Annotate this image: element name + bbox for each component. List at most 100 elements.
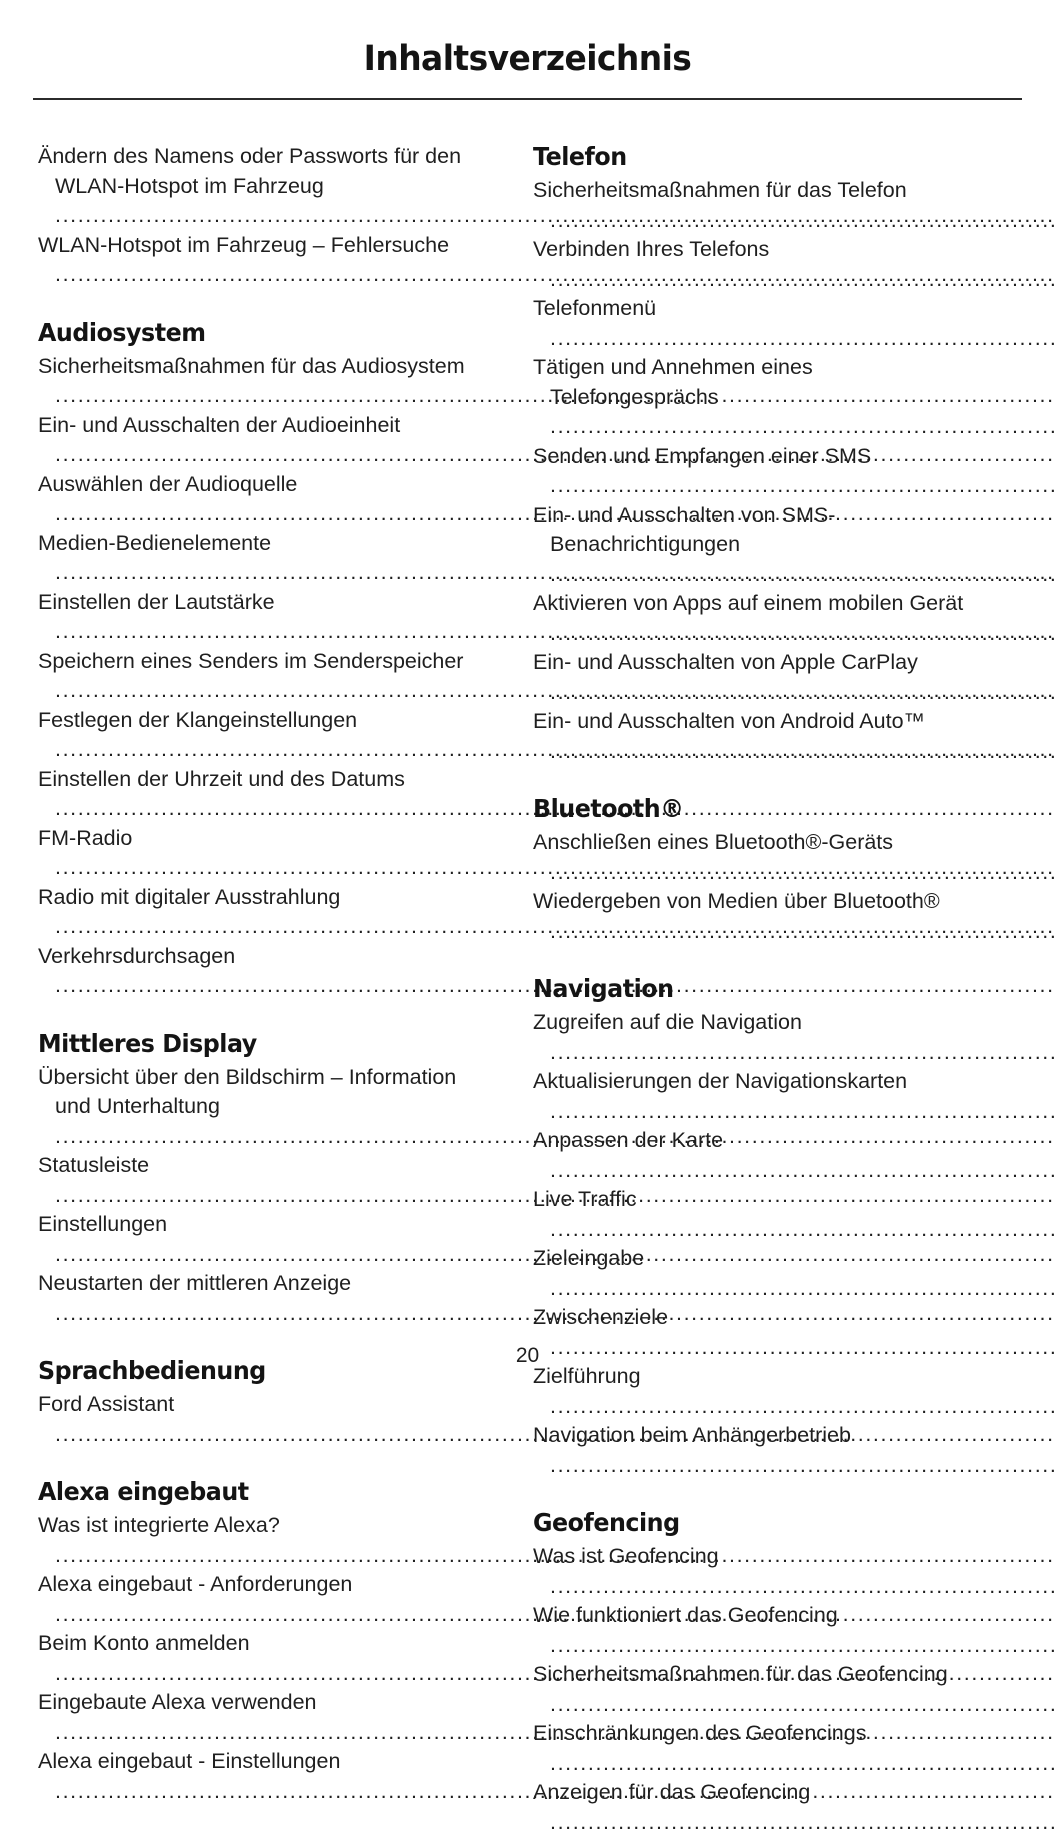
dot-leader: ........................................… [550,266,1055,291]
toc-entry[interactable]: Anpassen der Karte .....................… [533,1126,1055,1185]
toc-entry-title: Anzeigen für das Geofencing [533,1780,811,1804]
toc-entry[interactable]: Aktivieren von Apps auf einem mobilen Ge… [533,589,1055,648]
toc-entry-title: Tätigen und Annehmen eines Telefongesprä… [533,355,813,409]
section-heading: Audiosystem [38,317,206,347]
toc-entry[interactable]: Sicherheitsmaßnahmen für das Geofencing … [533,1660,1055,1719]
toc-entry[interactable]: Radio mit digitaler Ausstrahlung .......… [38,883,1055,942]
dot-leader: ........................................… [55,796,1055,820]
toc-entry[interactable]: Speichern eines Senders im Senderspeiche… [38,647,1055,706]
dot-leader: ........................................… [550,414,1055,438]
toc-entry[interactable]: Verbinden Ihres Telefons ...............… [533,235,1055,294]
dot-leader: ........................................… [55,1421,1055,1446]
toc-entry-title: Einstellen der Uhrzeit und des Datums [38,766,405,791]
toc-entry[interactable]: Zwischenziele ..........................… [533,1303,1055,1362]
toc-entry[interactable]: Live Traffic ...........................… [533,1185,1055,1244]
dot-leader: ........................................… [550,1157,1055,1182]
toc-entry[interactable]: Sicherheitsmaßnahmen für das Telefon ...… [533,176,1055,235]
dot-leader: ........................................… [55,560,1055,584]
toc-section: Audiosystem Sicherheitsmaßnahmen für das … [38,317,1055,1001]
toc-entry[interactable]: Ein- und Ausschalten von Apple CarPlay .… [533,648,1055,707]
toc-entry[interactable]: WLAN-Hotspot im Fahrzeug – Fehlersuche .… [38,231,1055,290]
toc-entry[interactable]: Wiedergeben von Medien über Bluetooth® .… [533,887,1055,946]
toc-entry[interactable]: Medien-Bedienelemente ..................… [38,529,1055,588]
toc-entry[interactable]: Festlegen der Klangeinstellungen .......… [38,706,1055,765]
toc-entry-title: Anschließen eines Bluetooth®-Geräts [533,830,894,854]
toc-entry-title: Ford Assistant [38,1392,175,1416]
dot-leader: ........................................… [550,1334,1055,1359]
toc-section: Sprachbedienung Ford Assistant ..........… [38,1356,1055,1449]
dot-leader: ........................................… [550,1275,1055,1300]
section-heading: Mittleres Display [38,1028,257,1058]
toc-columns: Ändern des Namens oder Passworts für den… [38,142,1055,1834]
toc-section: Telefon Sicherheitsmaßnahmen für das Tele… [533,142,1055,766]
toc-entry[interactable]: FM-Radio ...............................… [38,824,1055,883]
toc-entry-title: Eingebaute Alexa verwenden [38,1690,317,1714]
dot-leader: ........................................… [550,679,1055,704]
toc-entry[interactable]: Übersicht über den Bildschirm – Informat… [38,1063,1055,1152]
toc-entry-title: Festlegen der Klangeinstellungen [38,707,358,732]
toc-entry[interactable]: Eingebaute Alexa verwenden .............… [38,1688,1055,1747]
dot-leader: ........................................… [55,678,1055,702]
dot-leader: ........................................… [550,1216,1055,1241]
toc-entry[interactable]: Ein- und Ausschalten von Android Auto™ .… [533,707,1055,766]
dot-leader: ........................................… [55,262,1055,286]
dot-leader: ........................................… [550,207,1055,232]
toc-entry[interactable]: Ein- und Ausschalten von SMS-Benachricht… [533,501,1055,590]
toc-section: Alexa eingebaut Was ist integrierte Alexa… [38,1477,1055,1806]
toc-entry-title: Telefonmenü [533,296,657,320]
dot-leader: ........................................… [55,855,1055,879]
toc-entry-title: Sicherheitsmaßnahmen für das Telefon [533,178,907,202]
toc-entry-title: Alexa eingebaut - Anforderungen [38,1572,353,1596]
toc-entry[interactable]: Wie funktioniert das Geofencing ........… [533,1601,1055,1660]
toc-entry[interactable]: Einstellen der Lautstärke ..............… [38,588,1055,647]
toc-entry[interactable]: Ford Assistant .........................… [38,1390,1055,1449]
toc-entry[interactable]: Anzeigen für das Geofencing ............… [533,1778,1055,1837]
dot-leader: ........................................… [55,737,1055,761]
toc-entry[interactable]: Anschließen eines Bluetooth®-Geräts ....… [533,828,1055,887]
toc-entry[interactable]: Tätigen und Annehmen eines Telefongesprä… [533,353,1055,442]
dot-leader: ........................................… [550,473,1055,497]
toc-entry[interactable]: Was ist Geofencing .....................… [533,1542,1055,1601]
toc-entry-title: Live Traffic [533,1187,637,1211]
toc-entry[interactable]: Verkehrsdurchsagen .....................… [38,942,1055,1001]
toc-entry[interactable]: Beim Konto anmelden ....................… [38,1629,1055,1688]
toc-entry[interactable]: Einstellen der Uhrzeit und des Datums ..… [38,765,1055,824]
toc-entry-title: Verkehrsdurchsagen [38,943,236,968]
dot-leader: ........................................… [55,973,1055,997]
toc-entry-title: Einstellen der Lautstärke [38,589,275,614]
section-heading: Sprachbedienung [38,1356,266,1385]
toc-entry-title: Zieleingabe [533,1246,645,1270]
toc-entry[interactable]: Alexa eingebaut - Anforderungen ........… [38,1570,1055,1629]
toc-entry-title: Wiedergeben von Medien über Bluetooth® [533,889,940,913]
toc-entry[interactable]: Neustarten der mittleren Anzeige .......… [38,1269,1055,1328]
toc-entry[interactable]: Zielführung ............................… [533,1362,1055,1421]
toc-entry-title: Zwischenziele [533,1305,669,1329]
dot-leader: ........................................… [550,620,1055,645]
toc-entry-title: Medien-Bedienelemente [38,530,272,555]
dot-leader: ........................................… [550,859,1055,884]
toc-entry[interactable]: Aktualisierungen der Navigationskarten .… [533,1067,1055,1126]
toc-entry[interactable]: Sicherheitsmaßnahmen für das Audiosystem… [38,352,1055,411]
toc-entry[interactable]: Was ist integrierte Alexa? .............… [38,1511,1055,1570]
toc-entry[interactable]: Einstellungen ..........................… [38,1210,1055,1269]
toc-entry[interactable]: Auswählen der Audioquelle ..............… [38,470,1055,529]
dot-leader: ........................................… [55,914,1055,938]
toc-entry[interactable]: Alexa eingebaut - Einstellungen ........… [38,1747,1055,1806]
toc-entry[interactable]: Senden und Empfangen einer SMS .........… [533,442,1055,501]
dot-leader: ........................................… [55,619,1055,643]
toc-entry-title: Anpassen der Karte [533,1128,724,1152]
toc-entry[interactable]: Ändern des Namens oder Passworts für den… [38,142,1055,231]
toc-entry[interactable]: Einschränkungen des Geofencings ........… [533,1719,1055,1778]
toc-entry[interactable]: Navigation beim Anhängerbetrieb ........… [533,1421,1055,1480]
dot-leader: ........................................… [550,1039,1055,1064]
toc-entry[interactable]: Zieleingabe ............................… [533,1244,1055,1303]
toc-entry[interactable]: Ein- und Ausschalten der Audioeinheit ..… [38,411,1055,470]
section-heading: Alexa eingebaut [38,1477,249,1506]
toc-entry[interactable]: Telefonmenü ............................… [533,294,1055,353]
toc-entry-title: Ein- und Ausschalten von SMS-Benachricht… [533,502,836,557]
toc-entry-title: Ändern des Namens oder Passworts für den… [38,144,462,198]
toc-entry[interactable]: Statusleiste ...........................… [38,1151,1055,1210]
toc-entry-title: Speichern eines Senders im Senderspeiche… [38,648,464,673]
page-header: Inhaltsverzeichnis [33,38,1022,80]
toc-entry[interactable]: Zugreifen auf die Navigation ...........… [533,1008,1055,1067]
